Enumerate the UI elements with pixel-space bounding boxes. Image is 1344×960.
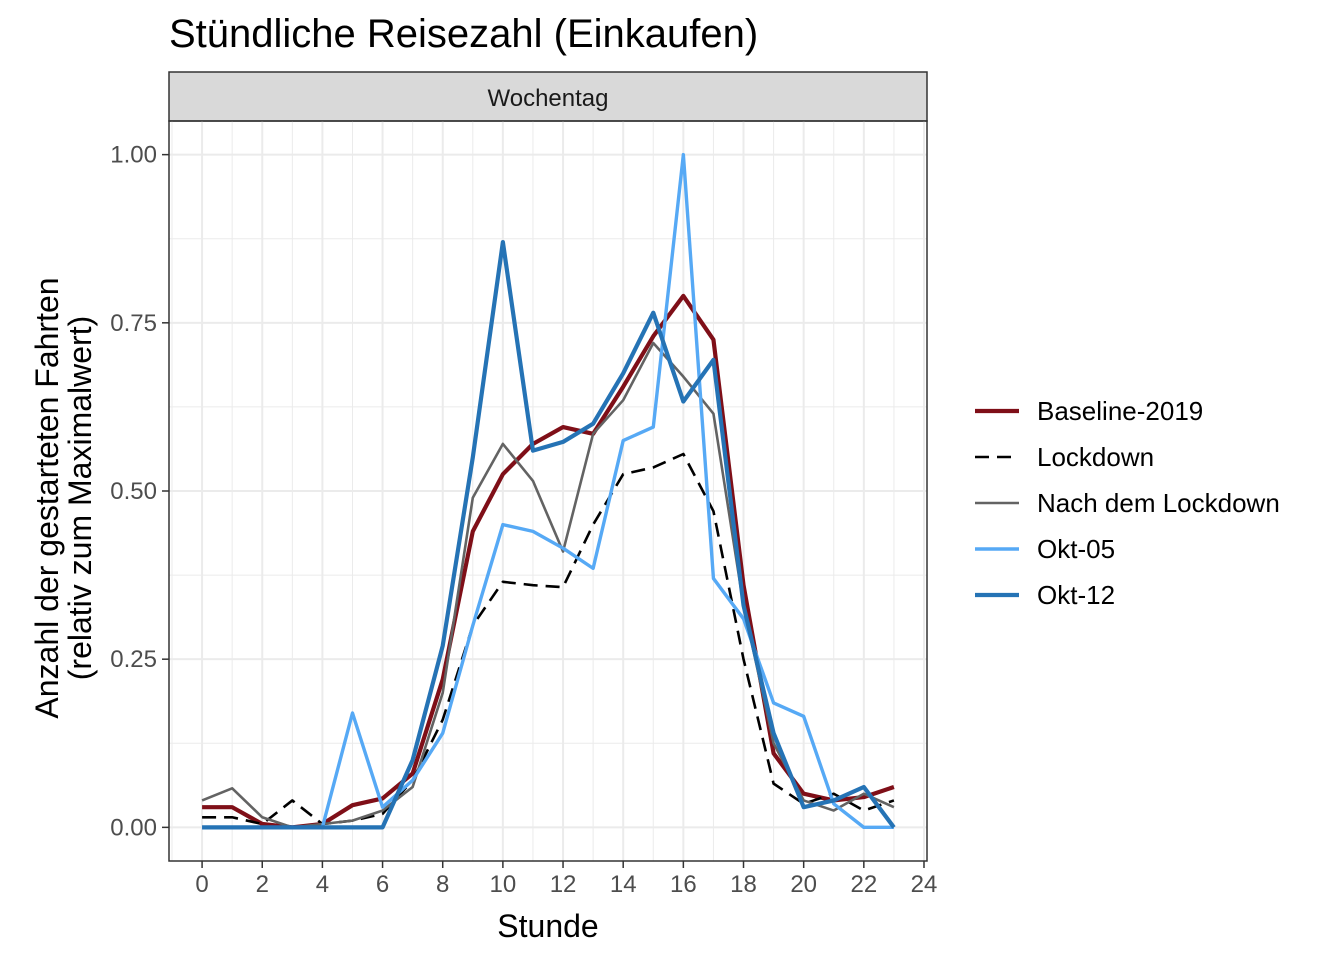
x-tick-label: 12 <box>550 871 577 898</box>
y-axis-title-line2: (relativ zum Maximalwert) <box>62 316 98 680</box>
y-tick-label: 0.25 <box>110 646 157 673</box>
x-tick-label: 4 <box>316 871 329 898</box>
grid-layer <box>169 121 927 861</box>
series-line-okt-12 <box>202 239 896 830</box>
legend-label: Okt-12 <box>1037 580 1115 610</box>
x-tick-label: 14 <box>610 871 637 898</box>
x-axis-title: Stunde <box>497 908 598 944</box>
legend-label: Lockdown <box>1037 442 1154 472</box>
y-tick-label: 0.50 <box>110 478 157 505</box>
y-axis: 0.00 0.25 0.50 0.75 1.00 <box>110 142 169 841</box>
x-tick-label: 2 <box>256 871 269 898</box>
y-axis-title: Anzahl der gestarteten Fahrten (relativ … <box>29 277 98 718</box>
x-tick-label: 20 <box>790 871 817 898</box>
x-tick-label: 8 <box>436 871 449 898</box>
y-tick-label: 0.75 <box>110 310 157 337</box>
legend-label: Okt-05 <box>1037 534 1115 564</box>
series-line-lockdown <box>202 452 895 826</box>
y-axis-title-line1: Anzahl der gestarteten Fahrten <box>29 277 65 718</box>
legend-label: Baseline-2019 <box>1037 396 1203 426</box>
x-tick-label: 16 <box>670 871 697 898</box>
chart-title: Stündliche Reisezahl (Einkaufen) <box>169 12 758 56</box>
x-tick-label: 18 <box>730 871 757 898</box>
x-tick-label: 10 <box>490 871 517 898</box>
x-tick-label: 22 <box>850 871 877 898</box>
legend: Baseline-2019 Lockdown Nach dem Lockdown Ok… <box>975 396 1280 610</box>
y-tick-label: 0.00 <box>110 814 157 841</box>
facet-strip <box>168 71 928 122</box>
series-layer <box>201 152 896 830</box>
x-tick-label: 6 <box>376 871 389 898</box>
y-tick-label: 1.00 <box>110 142 157 169</box>
facet-label: Wochentag <box>488 85 609 112</box>
series-line-nach-dem-lockdown <box>201 341 895 829</box>
x-tick-label: 0 <box>195 871 208 898</box>
legend-label: Nach dem Lockdown <box>1037 488 1280 518</box>
x-tick-label: 24 <box>911 871 938 898</box>
x-axis: 0 2 4 6 8 10 12 14 16 18 20 22 24 <box>195 861 937 898</box>
